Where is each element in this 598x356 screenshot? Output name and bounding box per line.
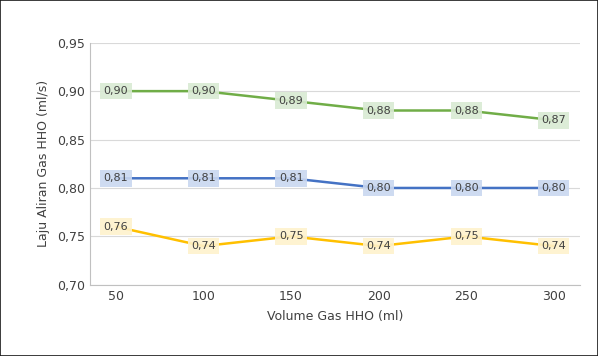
- Text: 0,75: 0,75: [454, 231, 478, 241]
- Text: 0,87: 0,87: [541, 115, 566, 125]
- 2 mm: [288, 99, 295, 103]
- Y-axis label: Laju Aliran Gas HHO (ml/s): Laju Aliran Gas HHO (ml/s): [37, 80, 50, 247]
- 2 mm: [112, 89, 120, 93]
- Text: 0,88: 0,88: [454, 105, 478, 115]
- 2 mm: [463, 108, 470, 112]
- Line: 6 mm: 6 mm: [116, 227, 554, 246]
- Text: 0,74: 0,74: [191, 241, 216, 251]
- 2 mm: [200, 89, 207, 93]
- Text: 0,75: 0,75: [279, 231, 303, 241]
- Text: 0,80: 0,80: [541, 183, 566, 193]
- Text: 0,89: 0,89: [279, 96, 303, 106]
- Text: 0,90: 0,90: [191, 86, 216, 96]
- X-axis label: Volume Gas HHO (ml): Volume Gas HHO (ml): [267, 310, 403, 323]
- Text: 0,80: 0,80: [367, 183, 391, 193]
- Text: 0,88: 0,88: [367, 105, 391, 115]
- Text: 0,81: 0,81: [279, 173, 303, 183]
- 4 mm: [288, 176, 295, 180]
- Text: 0,90: 0,90: [103, 86, 129, 96]
- 4 mm: [200, 176, 207, 180]
- Text: 0,74: 0,74: [541, 241, 566, 251]
- Text: 0,80: 0,80: [454, 183, 478, 193]
- Text: 0,76: 0,76: [103, 222, 129, 232]
- Text: 0,81: 0,81: [103, 173, 129, 183]
- Line: 2 mm: 2 mm: [116, 91, 554, 120]
- Text: 0,74: 0,74: [367, 241, 391, 251]
- 4 mm: [550, 186, 557, 190]
- 4 mm: [112, 176, 120, 180]
- 6 mm: [550, 244, 557, 248]
- 4 mm: [375, 186, 382, 190]
- 6 mm: [375, 244, 382, 248]
- 4 mm: [463, 186, 470, 190]
- Text: 0,81: 0,81: [191, 173, 216, 183]
- 6 mm: [112, 225, 120, 229]
- Line: 4 mm: 4 mm: [116, 178, 554, 188]
- 6 mm: [288, 234, 295, 239]
- 6 mm: [463, 234, 470, 239]
- 2 mm: [375, 108, 382, 112]
- 2 mm: [550, 118, 557, 122]
- 6 mm: [200, 244, 207, 248]
